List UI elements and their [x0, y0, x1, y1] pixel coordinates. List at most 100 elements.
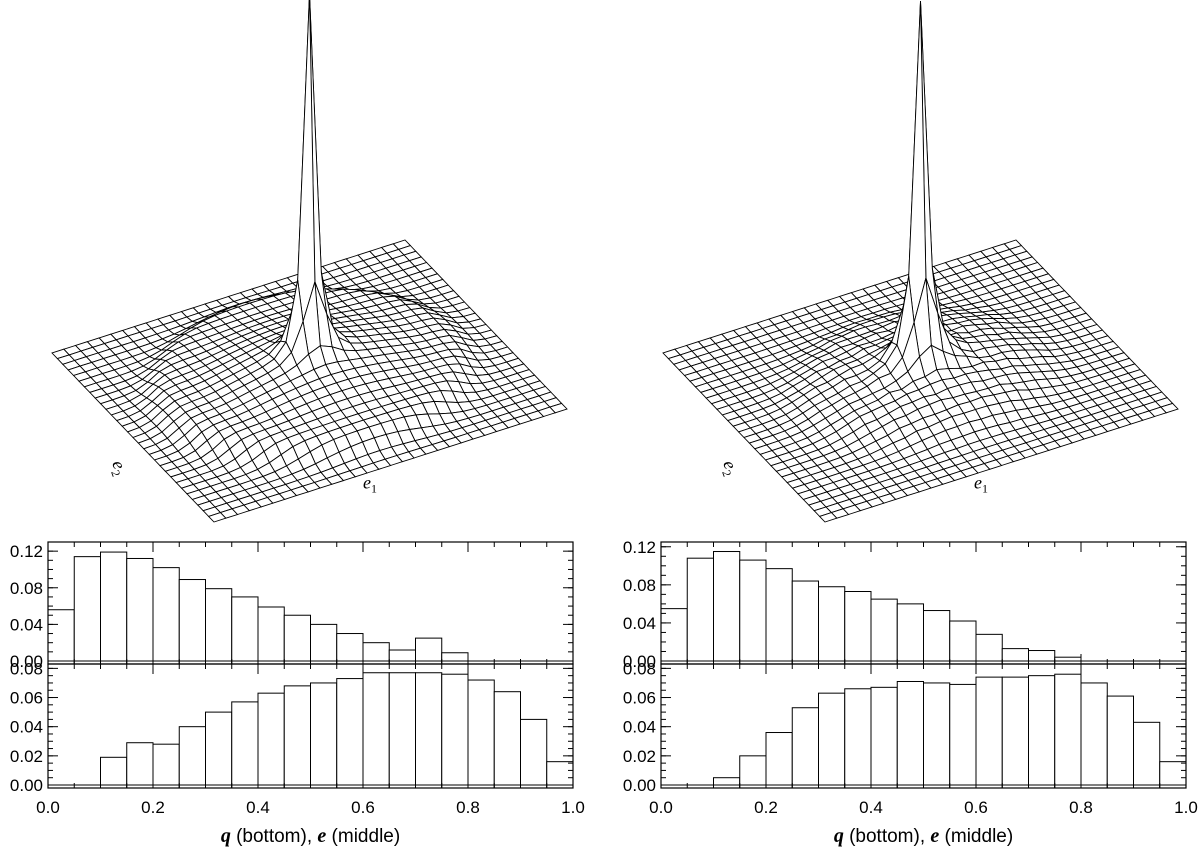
histogram-bar: [178, 726, 206, 789]
histogram-bar: [231, 596, 259, 665]
histogram-bar: [152, 567, 180, 665]
histogram-bar: [231, 701, 259, 789]
histogram-bar: [1133, 721, 1161, 789]
histogram-bar: [949, 683, 977, 789]
y-tick-label: 0.12: [10, 542, 43, 561]
x-tick-label: 0.0: [649, 798, 673, 817]
histogram-bar: [467, 679, 495, 789]
x-axis-title-symbol: q: [834, 825, 844, 847]
surface-ylabel: e2: [105, 458, 131, 479]
histogram-bar: [310, 682, 338, 789]
histogram-bar: [896, 680, 924, 789]
histogram-bar: [441, 652, 469, 665]
histogram-bar: [1159, 761, 1187, 789]
histogram-bar: [1054, 673, 1082, 789]
y-tick-label: 0.00: [623, 652, 656, 671]
histogram-bar: [765, 732, 793, 789]
histogram-bar: [791, 580, 819, 665]
histogram-bar: [493, 691, 521, 789]
x-tick-label: 0.8: [456, 798, 480, 817]
x-tick-label: 0.2: [754, 798, 778, 817]
histogram-bar: [47, 609, 75, 665]
y-tick-label: 0.00: [623, 776, 656, 795]
histogram-bar: [1001, 648, 1029, 665]
histogram-bar: [1028, 650, 1056, 665]
histogram-bar: [205, 711, 233, 789]
histogram-bar: [818, 692, 846, 789]
y-tick-label: 0.00: [10, 776, 43, 795]
x-axis-title: q (bottom), e (middle): [834, 825, 1013, 847]
histogram-bar: [1028, 675, 1056, 789]
histogram-bar: [791, 707, 819, 789]
histogram-right-middle: 0.00 0.04 0.08 0.12: [623, 538, 1187, 671]
x-tick-label: 0.6: [964, 798, 988, 817]
histogram-bar: [520, 718, 548, 789]
surface-plot-left: e2 e1: [51, 0, 568, 523]
x-tick-label: 0.8: [1069, 798, 1093, 817]
x-axis-title-text: (middle): [939, 826, 1013, 847]
histogram-bar: [257, 606, 285, 665]
y-tick-label: 0.08: [623, 576, 656, 595]
histogram-bar: [870, 598, 898, 665]
histogram-bar: [739, 755, 767, 789]
histogram-bar: [975, 676, 1003, 789]
histogram-bar: [100, 551, 128, 665]
surface-xlabel: e1: [363, 473, 377, 496]
histogram-bar: [546, 761, 574, 789]
y-tick-label: 0.04: [623, 614, 656, 633]
y-tick-label: 0.08: [10, 659, 43, 678]
histogram-bar: [415, 672, 443, 789]
x-tick-label: 1.0: [1174, 798, 1198, 817]
histogram-bar: [310, 623, 338, 665]
y-tick-label: 0.04: [623, 718, 656, 737]
histogram-left-bottom: 0.00 0.02 0.04 0.06 0.08 0.0 0.2 0.4 0.6 0.8 1.0 q …: [10, 659, 585, 847]
y-tick-label: 0.12: [623, 538, 656, 557]
histogram-bar: [896, 603, 924, 665]
x-tick-label: 0.4: [859, 798, 883, 817]
histogram-bar: [205, 588, 233, 665]
x-axis-title-symbol: e: [930, 825, 939, 847]
histogram-bar: [336, 633, 364, 665]
y-tick-label: 0.04: [10, 615, 43, 634]
surface-mesh-cell: [908, 1, 927, 323]
x-axis-title-text: (bottom),: [231, 826, 318, 847]
histogram-bar: [283, 614, 311, 665]
x-tick-label: 0.4: [246, 798, 270, 817]
histogram-bar: [362, 672, 390, 789]
histogram-bar: [975, 633, 1003, 665]
y-tick-label: 0.08: [623, 659, 656, 678]
surface-plot-right: e2 e1: [662, 1, 1179, 523]
histogram-bar: [126, 742, 154, 789]
histogram-left-middle: 0.00 0.04 0.08 0.12: [10, 541, 574, 671]
surface-mesh-cell: [297, 0, 316, 322]
histogram-bar: [1080, 682, 1108, 789]
histogram-bar: [441, 673, 469, 789]
histogram-bar: [126, 557, 154, 665]
histogram-right-bottom: 0.00 0.02 0.04 0.06 0.08 0.0 0.2 0.4 0.6 0.8 1.0 q …: [623, 659, 1198, 847]
histogram-bar: [923, 610, 951, 665]
histogram-bar: [388, 649, 416, 665]
histogram-bar: [844, 688, 872, 789]
histogram-bar: [415, 637, 443, 665]
histogram-bar: [152, 743, 180, 789]
y-tick-label: 0.06: [10, 689, 43, 708]
surface-mesh-cell: [818, 512, 838, 523]
histogram-bar: [1106, 695, 1134, 789]
histogram-bar: [923, 682, 951, 789]
x-tick-label: 0.0: [36, 798, 60, 817]
y-tick-label: 0.02: [10, 747, 43, 766]
x-axis-title-symbol: q: [221, 825, 231, 847]
x-axis-title-text: (bottom),: [844, 826, 931, 847]
y-tick-label: 0.04: [10, 718, 43, 737]
y-tick-label: 0.02: [623, 747, 656, 766]
histogram-bar: [870, 686, 898, 789]
y-tick-label: 0.00: [10, 652, 43, 671]
histogram-bar: [818, 586, 846, 665]
histogram-bar: [178, 579, 206, 665]
histogram-bar: [713, 777, 741, 789]
x-tick-label: 0.6: [351, 798, 375, 817]
histogram-bar: [739, 559, 767, 665]
histogram-bar: [257, 692, 285, 789]
histogram-bar: [100, 756, 128, 789]
